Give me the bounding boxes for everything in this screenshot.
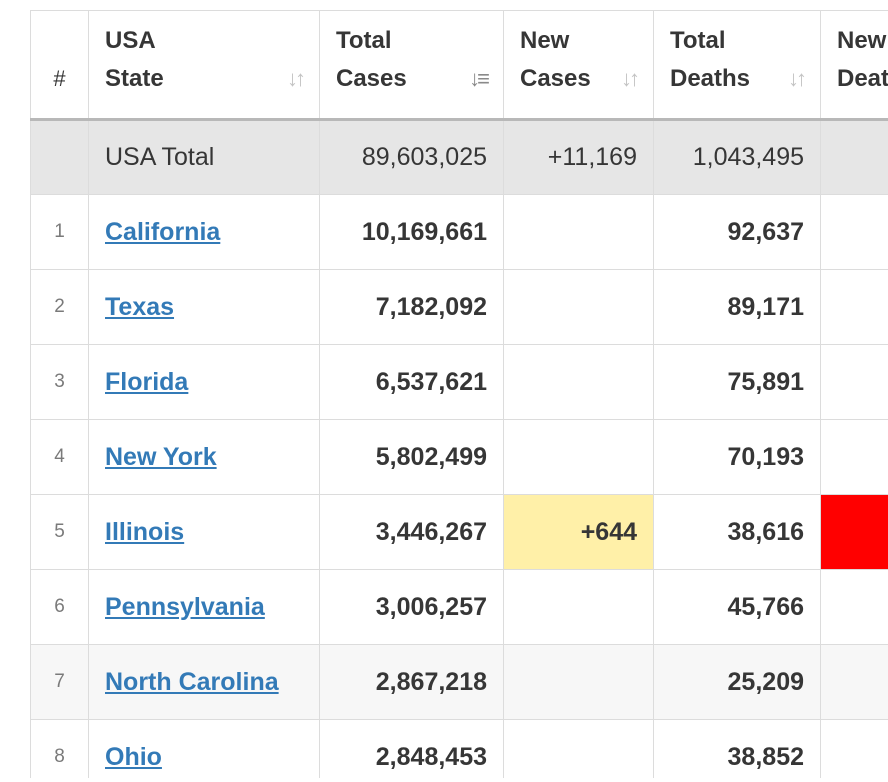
row-total-cases: 2,848,453 bbox=[319, 719, 504, 778]
row-state: Illinois bbox=[88, 494, 320, 570]
row-total-deaths: 25,209 bbox=[653, 644, 821, 720]
table-row: 3 Florida 6,537,621 75,891 bbox=[30, 344, 888, 420]
row-total-deaths: 38,852 bbox=[653, 719, 821, 778]
row-total-cases: 6,537,621 bbox=[319, 344, 504, 420]
row-index: 6 bbox=[30, 569, 89, 645]
row-index: 5 bbox=[30, 494, 89, 570]
total-row-index bbox=[30, 119, 89, 195]
row-new-cases bbox=[503, 194, 654, 270]
row-new-cases bbox=[503, 419, 654, 495]
row-total-deaths: 92,637 bbox=[653, 194, 821, 270]
table-row: 6 Pennsylvania 3,006,257 45,766 bbox=[30, 569, 888, 645]
sort-icon[interactable]: ↓↑ bbox=[287, 66, 306, 91]
col-header-new-deaths-line1: New bbox=[837, 27, 887, 54]
col-header-new-cases-line1: New bbox=[520, 27, 570, 54]
row-new-deaths bbox=[820, 494, 888, 570]
total-row-new-cases: +11,169 bbox=[503, 119, 654, 195]
col-header-new-deaths-line2: Deat bbox=[837, 65, 888, 92]
row-state: Florida bbox=[88, 344, 320, 420]
sort-icon[interactable]: ↓↑ bbox=[788, 66, 807, 91]
row-total-cases: 5,802,499 bbox=[319, 419, 504, 495]
table-row: 2 Texas 7,182,092 89,171 bbox=[30, 269, 888, 345]
col-header-state[interactable]: USA State ↓↑ bbox=[88, 10, 320, 120]
state-link-new-york[interactable]: New York bbox=[105, 442, 217, 471]
col-header-new-cases-line2: Cases bbox=[520, 65, 591, 92]
row-new-deaths bbox=[820, 194, 888, 270]
sort-icon[interactable]: ↓↑ bbox=[621, 66, 640, 91]
row-state: Pennsylvania bbox=[88, 569, 320, 645]
row-index: 4 bbox=[30, 419, 89, 495]
col-header-total-cases[interactable]: Total Cases ↓≡ bbox=[319, 10, 504, 120]
state-link-ohio[interactable]: Ohio bbox=[105, 742, 162, 771]
row-new-deaths bbox=[820, 419, 888, 495]
row-state: Ohio bbox=[88, 719, 320, 778]
header-row: # USA State ↓↑ Total Cases ↓≡ bbox=[30, 10, 888, 120]
state-link-california[interactable]: California bbox=[105, 217, 221, 246]
total-row-total-deaths: 1,043,495 bbox=[653, 119, 821, 195]
col-header-new-cases[interactable]: New Cases ↓↑ bbox=[503, 10, 654, 120]
row-total-deaths: 75,891 bbox=[653, 344, 821, 420]
row-total-cases: 3,006,257 bbox=[319, 569, 504, 645]
row-new-deaths bbox=[820, 269, 888, 345]
row-index: 8 bbox=[30, 719, 89, 778]
table-row: 4 New York 5,802,499 70,193 bbox=[30, 419, 888, 495]
col-header-total-cases-line2: Cases bbox=[336, 65, 407, 92]
row-new-cases bbox=[503, 719, 654, 778]
col-header-total-deaths-line2: Deaths bbox=[670, 65, 751, 92]
row-index: 1 bbox=[30, 194, 89, 270]
row-new-deaths bbox=[820, 569, 888, 645]
row-index: 2 bbox=[30, 269, 89, 345]
row-total-cases: 7,182,092 bbox=[319, 269, 504, 345]
row-new-cases: +644 bbox=[503, 494, 654, 570]
col-header-index[interactable]: # bbox=[30, 10, 89, 120]
row-total-deaths: 89,171 bbox=[653, 269, 821, 345]
row-total-deaths: 70,193 bbox=[653, 419, 821, 495]
total-row-new-deaths bbox=[820, 119, 888, 195]
table-row: 5 Illinois 3,446,267 +644 38,616 bbox=[30, 494, 888, 570]
table-container: # USA State ↓↑ Total Cases ↓≡ bbox=[30, 10, 888, 778]
total-row-label: USA Total bbox=[88, 119, 320, 195]
col-header-state-line1: USA bbox=[105, 27, 156, 54]
row-index: 3 bbox=[30, 344, 89, 420]
state-link-north-carolina[interactable]: North Carolina bbox=[105, 667, 279, 696]
col-header-total-cases-line1: Total bbox=[336, 27, 392, 54]
total-row: USA Total 89,603,025 +11,169 1,043,495 bbox=[30, 119, 888, 195]
row-state: North Carolina bbox=[88, 644, 320, 720]
row-total-cases: 10,169,661 bbox=[319, 194, 504, 270]
row-state: California bbox=[88, 194, 320, 270]
state-link-illinois[interactable]: Illinois bbox=[105, 517, 185, 546]
row-new-cases bbox=[503, 644, 654, 720]
col-header-index-label: # bbox=[53, 66, 66, 91]
row-state: Texas bbox=[88, 269, 320, 345]
row-total-deaths: 38,616 bbox=[653, 494, 821, 570]
row-new-cases bbox=[503, 269, 654, 345]
row-total-cases: 3,446,267 bbox=[319, 494, 504, 570]
row-new-cases bbox=[503, 344, 654, 420]
state-link-texas[interactable]: Texas bbox=[105, 292, 175, 321]
col-header-state-line2: State bbox=[105, 65, 164, 92]
row-total-cases: 2,867,218 bbox=[319, 644, 504, 720]
col-header-total-deaths-line1: Total bbox=[670, 27, 726, 54]
states-table: # USA State ↓↑ Total Cases ↓≡ bbox=[30, 10, 888, 778]
col-header-new-deaths[interactable]: New Deat bbox=[820, 10, 888, 120]
row-new-deaths bbox=[820, 344, 888, 420]
state-link-pennsylvania[interactable]: Pennsylvania bbox=[105, 592, 265, 621]
total-row-total-cases: 89,603,025 bbox=[319, 119, 504, 195]
table-row: 8 Ohio 2,848,453 38,852 bbox=[30, 719, 888, 778]
row-new-deaths bbox=[820, 644, 888, 720]
row-index: 7 bbox=[30, 644, 89, 720]
table-row: 7 North Carolina 2,867,218 25,209 bbox=[30, 644, 888, 720]
sort-desc-icon[interactable]: ↓≡ bbox=[469, 66, 490, 91]
table-row: 1 California 10,169,661 92,637 bbox=[30, 194, 888, 270]
row-state: New York bbox=[88, 419, 320, 495]
row-new-cases bbox=[503, 569, 654, 645]
row-new-deaths bbox=[820, 719, 888, 778]
col-header-total-deaths[interactable]: Total Deaths ↓↑ bbox=[653, 10, 821, 120]
row-total-deaths: 45,766 bbox=[653, 569, 821, 645]
state-link-florida[interactable]: Florida bbox=[105, 367, 189, 396]
